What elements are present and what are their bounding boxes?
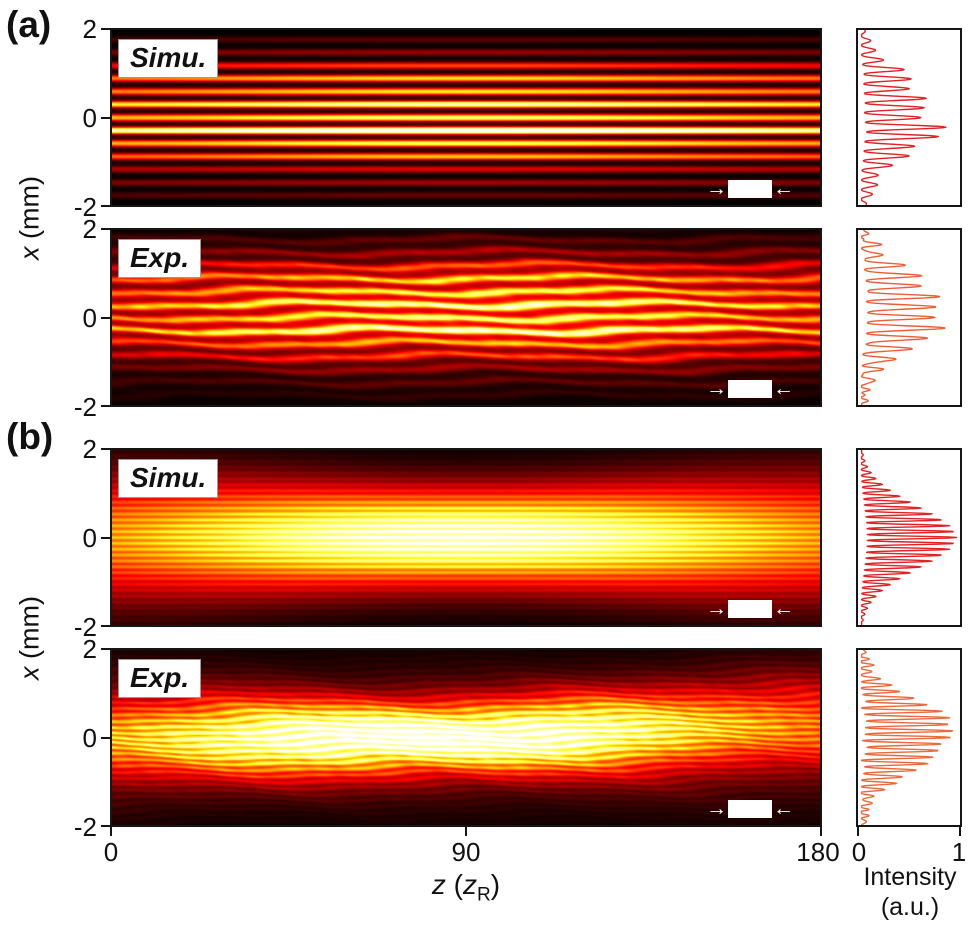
- intensity-tick-label: 1: [951, 837, 967, 867]
- y-tick-label: 2: [82, 634, 97, 664]
- y-tick-mark: [101, 228, 110, 230]
- tag-a-simu: Simu.: [118, 39, 219, 78]
- y-axis-unit-b: (mm): [14, 596, 45, 667]
- y-tick-label: 2: [82, 434, 97, 464]
- profile-line: [860, 30, 947, 205]
- arrow-left-icon: ←: [773, 177, 794, 200]
- x-axis-var: z: [431, 869, 446, 900]
- profile-line: [860, 450, 958, 625]
- y-tick-mark: [101, 825, 110, 827]
- scale-bar-rect: [728, 600, 772, 618]
- heatmap-panel-b-simu: Simu. → ← 2 0 -2: [74, 435, 822, 641]
- profile-line: [860, 650, 954, 825]
- tag-b-exp: Exp.: [118, 659, 202, 698]
- y-tick-mark: [101, 28, 110, 30]
- y-tick-mark: [101, 205, 110, 207]
- x-tick-label: 180: [796, 837, 840, 867]
- scale-bar-a-exp: → ←: [706, 377, 794, 400]
- x-axis-subscript: R: [477, 884, 491, 906]
- scale-bar-a-simu: → ←: [706, 177, 794, 200]
- x-tick-mark: [110, 827, 112, 836]
- arrow-left-icon: ←: [773, 597, 794, 620]
- heatmap-canvas-a-simu: [112, 30, 820, 205]
- arrow-right-icon: →: [706, 597, 727, 620]
- y-tick-label: -2: [73, 812, 97, 842]
- y-axis-label-b: x (mm): [15, 596, 46, 680]
- y-tick-mark: [101, 648, 110, 650]
- y-tick-label: -2: [73, 192, 97, 222]
- profile-plot-a-simu: [856, 28, 962, 207]
- tag-a-exp: Exp.: [118, 239, 202, 278]
- arrow-left-icon: ←: [773, 797, 794, 820]
- intensity-tick-mark: [959, 827, 961, 836]
- intensity-tick-mark: [857, 827, 859, 836]
- y-tick-label: -2: [73, 612, 97, 642]
- profile-plot-b-exp: [856, 648, 962, 827]
- y-tick-mark: [101, 737, 110, 739]
- arrow-right-icon: →: [706, 377, 727, 400]
- profile-curve-b-exp: [860, 650, 954, 825]
- panel-a-label: (a): [6, 4, 52, 45]
- y-axis-label-a: x (mm): [15, 176, 46, 260]
- y-tick-label: 2: [82, 214, 97, 244]
- heatmap-panel-a-simu: Simu. → ← 2 0 -2: [74, 15, 822, 221]
- heatmap-canvas-b-simu: [112, 450, 820, 625]
- intensity-axis-unit: (a.u.): [880, 893, 940, 921]
- profile-curve-a-simu: [860, 30, 947, 205]
- y-tick-label: 2: [82, 14, 97, 44]
- y-tick-mark: [101, 117, 110, 119]
- profile-curve-b-simu: [860, 450, 958, 625]
- y-tick-mark: [101, 537, 110, 539]
- x-axis-sub-var: z: [463, 869, 478, 900]
- y-tick-mark: [101, 405, 110, 407]
- profile-line: [860, 230, 946, 405]
- tag-text-a-simu: Simu.: [130, 42, 207, 73]
- intensity-axis-label: Intensity: [863, 863, 957, 891]
- panel-b-label: (b): [6, 416, 54, 457]
- y-tick-label: 0: [82, 723, 97, 753]
- arrow-right-icon: →: [706, 177, 727, 200]
- x-axis-label: z (zR): [432, 869, 500, 907]
- y-tick-mark: [101, 625, 110, 627]
- intensity-tick-label: 0: [851, 837, 867, 867]
- y-axis-unit-a: (mm): [14, 176, 45, 247]
- scale-bar-rect: [728, 800, 772, 818]
- x-tick-label: 90: [451, 837, 481, 867]
- x-axis-open-paren: (: [445, 869, 464, 900]
- y-tick-label: 0: [82, 303, 97, 333]
- profile-plot-b-simu: [856, 448, 962, 627]
- heatmap-panel-a-exp: Exp. → ← 2 0 -2: [74, 215, 822, 421]
- scale-bar-rect: [728, 380, 772, 398]
- y-tick-mark: [101, 317, 110, 319]
- x-axis-close-paren: ): [490, 869, 501, 900]
- y-axis-var-a: x: [14, 246, 45, 260]
- heatmap-panel-b-exp: Exp. → ← 2 0 -2: [74, 635, 822, 841]
- profile-plot-a-exp: [856, 228, 962, 407]
- profile-curve-a-exp: [860, 230, 946, 405]
- y-axis-var-b: x: [14, 666, 45, 680]
- heatmap-canvas-a-exp: [112, 230, 820, 405]
- arrow-left-icon: ←: [773, 377, 794, 400]
- tag-text-b-exp: Exp.: [130, 662, 190, 693]
- x-tick-mark: [465, 827, 467, 836]
- scale-bar-b-exp: → ←: [706, 797, 794, 820]
- y-tick-mark: [101, 448, 110, 450]
- tag-text-b-simu: Simu.: [130, 462, 207, 493]
- heatmap-canvas-b-exp: [112, 650, 820, 825]
- tag-b-simu: Simu.: [118, 459, 219, 498]
- y-tick-label: -2: [73, 392, 97, 422]
- tag-text-a-exp: Exp.: [130, 242, 190, 273]
- x-tick-mark: [820, 827, 822, 836]
- y-tick-label: 0: [82, 103, 97, 133]
- y-tick-label: 0: [82, 523, 97, 553]
- x-tick-label: 0: [103, 837, 119, 867]
- scale-bar-rect: [728, 180, 772, 198]
- arrow-right-icon: →: [706, 797, 727, 820]
- scale-bar-b-simu: → ←: [706, 597, 794, 620]
